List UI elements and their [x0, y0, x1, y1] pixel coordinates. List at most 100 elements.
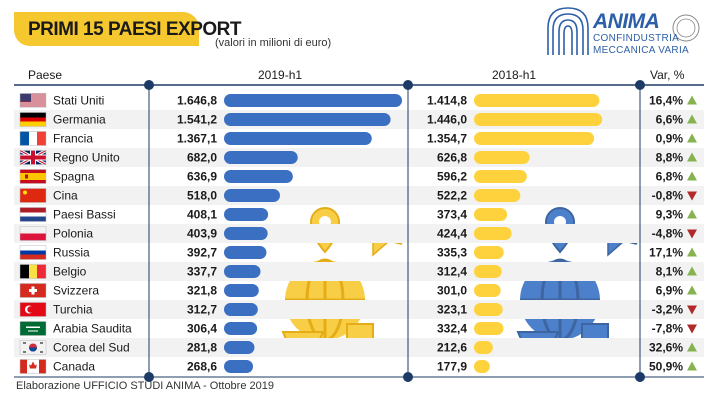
title-banner [14, 12, 199, 46]
value-2019-label: 392,7 [187, 246, 217, 260]
row-stripe [14, 186, 704, 205]
country-label: Arabia Saudita [53, 322, 132, 336]
bar-2018 [474, 132, 595, 145]
arrow-up-icon [687, 247, 697, 257]
value-2018-label: 522,2 [437, 189, 467, 203]
row-stripe [14, 338, 704, 357]
country-label: Corea del Sud [53, 341, 130, 355]
country-label: Turchia [53, 303, 93, 317]
bar-2018 [474, 151, 530, 164]
bar-2019 [224, 208, 269, 221]
arrow-up-icon [687, 209, 697, 219]
value-2018-label: 424,4 [437, 227, 467, 241]
value-2019-label: 518,0 [187, 189, 217, 203]
variation-label: -7,8% [652, 322, 684, 336]
arrow-up-icon [687, 361, 697, 371]
kr-flag-icon [19, 340, 47, 355]
country-label: Belgio [53, 265, 87, 279]
value-2018-label: 212,6 [437, 341, 467, 355]
value-2019-label: 1.367,1 [177, 132, 217, 146]
variation-label: 17,1% [649, 246, 683, 260]
bar-2019 [224, 132, 372, 145]
value-2019-label: 403,9 [187, 227, 217, 241]
header-variation: Var, % [650, 68, 685, 82]
variation-label: -4,8% [652, 227, 684, 241]
pl-flag-icon [19, 226, 47, 241]
divider-dot [403, 372, 413, 382]
bar-2019 [224, 189, 280, 202]
row-stripe [14, 300, 704, 319]
arrow-up-icon [687, 95, 697, 105]
ca-flag-icon [19, 359, 47, 374]
bar-2018 [474, 303, 503, 316]
arrow-down-icon [687, 229, 697, 239]
table-row: Canada 268,6 177,9 50,9% [19, 359, 697, 374]
country-label: Cina [53, 189, 78, 203]
table-row: Corea del Sud 281,8 212,6 32,6% [14, 338, 704, 357]
us-flag-icon [19, 93, 47, 108]
brand-name: ANIMA [593, 10, 660, 33]
table-row: Cina 518,0 522,2 -0,8% [14, 186, 704, 205]
value-2019-label: 281,8 [187, 341, 217, 355]
divider-dot [403, 80, 413, 90]
brand-subtitle-2: MECCANICA VARIA [593, 45, 689, 56]
value-2019-label: 1.541,2 [177, 113, 217, 127]
bar-2019 [224, 303, 258, 316]
arrow-down-icon [687, 305, 697, 315]
bar-2019 [224, 322, 258, 335]
variation-label: 6,6% [656, 113, 684, 127]
be-flag-icon [19, 264, 47, 279]
header-country: Paese [28, 68, 63, 82]
bar-2018 [474, 208, 508, 221]
variation-label: 6,8% [656, 170, 684, 184]
bar-2019 [224, 265, 261, 278]
row-stripe [14, 148, 704, 167]
ru-flag-icon [19, 245, 47, 260]
arrow-down-icon [687, 191, 697, 201]
arrow-up-icon [687, 342, 697, 352]
value-2018-label: 626,8 [437, 151, 467, 165]
divider-dot [635, 80, 645, 90]
bar-2018 [474, 265, 502, 278]
variation-label: 50,9% [649, 360, 683, 374]
variation-label: 32,6% [649, 341, 683, 355]
bar-2019 [224, 246, 267, 259]
ch-flag-icon [19, 283, 47, 298]
tr-flag-icon [19, 302, 47, 317]
divider-dot [144, 372, 154, 382]
value-2019-label: 636,9 [187, 170, 217, 184]
es-flag-icon [19, 169, 47, 184]
bar-2019 [224, 341, 255, 354]
value-2019-label: 306,4 [187, 322, 217, 336]
table-row: Regno Unito 682,0 626,8 8,8% [14, 148, 704, 167]
chart-title: PRIMI 15 PAESI EXPORT [28, 19, 241, 40]
table-row: Russia 392,7 335,3 17,1% [19, 245, 697, 260]
arrow-up-icon [687, 285, 697, 295]
variation-label: -3,2% [652, 303, 684, 317]
bar-2019 [224, 360, 254, 373]
bar-2019 [224, 151, 298, 164]
value-2018-label: 332,4 [437, 322, 467, 336]
table-row: Stati Uniti 1.646,8 1.414,8 16,4% [19, 93, 697, 108]
country-label: Spagna [53, 170, 95, 184]
country-label: Paesi Bassi [53, 208, 116, 222]
bar-2018 [474, 189, 521, 202]
table-row: Belgio 337,7 312,4 8,1% [14, 262, 704, 281]
country-label: Regno Unito [53, 151, 120, 165]
value-2018-label: 1.446,0 [427, 113, 467, 127]
value-2018-label: 1.414,8 [427, 94, 467, 108]
bar-2018 [474, 341, 493, 354]
bar-2018 [474, 246, 504, 259]
country-label: Francia [53, 132, 93, 146]
table-row: Turchia 312,7 323,1 -3,2% [14, 300, 704, 319]
bar-2018 [474, 284, 501, 297]
bar-2018 [474, 170, 527, 183]
chart-subtitle: (valori in milioni di euro) [215, 37, 332, 49]
value-2018-label: 177,9 [437, 360, 467, 374]
value-2018-label: 323,1 [437, 303, 467, 317]
variation-label: -0,8% [652, 189, 684, 203]
table-row: Germania 1.541,2 1.446,0 6,6% [14, 110, 704, 129]
brand-subtitle-1: CONFINDUSTRIA [593, 33, 680, 44]
value-2019-label: 268,6 [187, 360, 217, 374]
